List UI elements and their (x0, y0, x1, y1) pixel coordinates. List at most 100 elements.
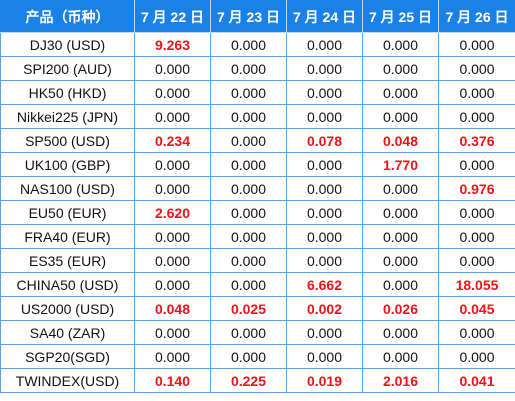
header-date-4: 7 月 25 日 (362, 0, 439, 33)
value-cell: 2.016 (362, 368, 439, 393)
value-cell: 0.000 (210, 320, 287, 345)
product-cell: SP500 (USD) (0, 128, 135, 153)
value-cell: 0.234 (134, 128, 211, 153)
product-cell: EU50 (EUR) (0, 200, 135, 225)
product-cell: FRA40 (EUR) (0, 224, 135, 249)
value-cell: 0.140 (134, 368, 211, 393)
header-date-3: 7 月 24 日 (286, 0, 363, 33)
value-cell: 0.000 (134, 56, 211, 81)
value-cell: 0.041 (438, 368, 515, 393)
value-cell: 0.000 (438, 152, 515, 177)
value-cell: 0.000 (362, 56, 439, 81)
header-date-1: 7 月 22 日 (134, 0, 211, 33)
value-cell: 0.000 (134, 224, 211, 249)
value-cell: 0.000 (438, 224, 515, 249)
value-cell: 0.000 (362, 176, 439, 201)
value-cell: 0.000 (438, 80, 515, 105)
table-row: FRA40 (EUR) 0.000 0.000 0.000 0.000 0.000 (0, 224, 515, 249)
header-row: 产品（币种） 7 月 22 日 7 月 23 日 7 月 24 日 7 月 25… (0, 0, 515, 33)
value-cell: 0.078 (286, 128, 363, 153)
product-cell: SGP20(SGD) (0, 344, 135, 369)
product-cell: HK50 (HKD) (0, 80, 135, 105)
table-row: SPI200 (AUD) 0.000 0.000 0.000 0.000 0.000 (0, 56, 515, 81)
product-cell: SPI200 (AUD) (0, 56, 135, 81)
value-cell: 0.000 (362, 224, 439, 249)
header-date-2: 7 月 23 日 (210, 0, 287, 33)
value-cell: 0.048 (362, 128, 439, 153)
value-cell: 1.770 (362, 152, 439, 177)
value-cell: 0.000 (362, 104, 439, 129)
value-cell: 0.225 (210, 368, 287, 393)
value-cell: 0.000 (438, 56, 515, 81)
value-cell: 0.000 (362, 344, 439, 369)
table-row: SGP20(SGD) 0.000 0.000 0.000 0.000 0.000 (0, 344, 515, 369)
product-cell: Nikkei225 (JPN) (0, 104, 135, 129)
value-cell: 0.376 (438, 128, 515, 153)
product-cell: UK100 (GBP) (0, 152, 135, 177)
value-cell: 0.000 (134, 152, 211, 177)
value-cell: 0.026 (362, 296, 439, 321)
value-cell: 0.000 (362, 32, 439, 57)
table-row: ES35 (EUR) 0.000 0.000 0.000 0.000 0.000 (0, 248, 515, 273)
value-cell: 0.000 (210, 152, 287, 177)
value-cell: 0.000 (134, 248, 211, 273)
table-row: EU50 (EUR) 2.620 0.000 0.000 0.000 0.000 (0, 200, 515, 225)
table-row: UK100 (GBP) 0.000 0.000 0.000 1.770 0.000 (0, 152, 515, 177)
value-cell: 0.000 (210, 344, 287, 369)
value-cell: 0.000 (210, 248, 287, 273)
value-cell: 0.000 (210, 272, 287, 297)
value-cell: 0.000 (210, 56, 287, 81)
value-cell: 0.000 (134, 272, 211, 297)
value-cell: 6.662 (286, 272, 363, 297)
value-cell: 0.000 (438, 344, 515, 369)
value-cell: 0.000 (286, 104, 363, 129)
value-cell: 2.620 (134, 200, 211, 225)
value-cell: 0.000 (286, 248, 363, 273)
value-cell: 0.000 (438, 32, 515, 57)
value-cell: 0.000 (134, 320, 211, 345)
product-cell: ES35 (EUR) (0, 248, 135, 273)
value-cell: 0.000 (438, 200, 515, 225)
value-cell: 0.000 (210, 104, 287, 129)
value-cell: 0.000 (362, 272, 439, 297)
value-cell: 0.025 (210, 296, 287, 321)
product-cell: CHINA50 (USD) (0, 272, 135, 297)
value-cell: 0.000 (286, 80, 363, 105)
table-row: DJ30 (USD) 9.263 0.000 0.000 0.000 0.000 (0, 32, 515, 57)
value-cell: 0.000 (438, 104, 515, 129)
value-cell: 0.000 (286, 224, 363, 249)
table-header: 产品（币种） 7 月 22 日 7 月 23 日 7 月 24 日 7 月 25… (0, 0, 515, 33)
value-cell: 0.976 (438, 176, 515, 201)
value-cell: 0.002 (286, 296, 363, 321)
product-cell: TWINDEX(USD) (0, 368, 135, 393)
value-cell: 0.000 (286, 176, 363, 201)
product-cell: NAS100 (USD) (0, 176, 135, 201)
table-row: SP500 (USD) 0.234 0.000 0.078 0.048 0.376 (0, 128, 515, 153)
header-date-5: 7 月 26 日 (438, 0, 515, 33)
table-row: NAS100 (USD) 0.000 0.000 0.000 0.000 0.976 (0, 176, 515, 201)
value-cell: 0.000 (210, 176, 287, 201)
value-cell: 0.000 (438, 248, 515, 273)
value-cell: 0.000 (362, 200, 439, 225)
value-cell: 0.000 (210, 128, 287, 153)
value-cell: 0.000 (134, 104, 211, 129)
table-row: TWINDEX(USD) 0.140 0.225 0.019 2.016 0.041 (0, 368, 515, 393)
value-cell: 0.000 (134, 176, 211, 201)
table-row: CHINA50 (USD) 0.000 0.000 6.662 0.000 18.055 (0, 272, 515, 297)
product-cell: US2000 (USD) (0, 296, 135, 321)
product-cell: DJ30 (USD) (0, 32, 135, 57)
value-cell: 9.263 (134, 32, 211, 57)
value-cell: 0.000 (286, 152, 363, 177)
table-row: US2000 (USD) 0.048 0.025 0.002 0.026 0.045 (0, 296, 515, 321)
value-cell: 0.019 (286, 368, 363, 393)
value-cell: 0.000 (286, 32, 363, 57)
table-row: Nikkei225 (JPN) 0.000 0.000 0.000 0.000 0.000 (0, 104, 515, 129)
value-cell: 0.048 (134, 296, 211, 321)
value-cell: 0.000 (286, 56, 363, 81)
value-cell: 0.000 (134, 80, 211, 105)
value-cell: 0.000 (210, 200, 287, 225)
value-cell: 0.000 (210, 224, 287, 249)
product-cell: SA40 (ZAR) (0, 320, 135, 345)
